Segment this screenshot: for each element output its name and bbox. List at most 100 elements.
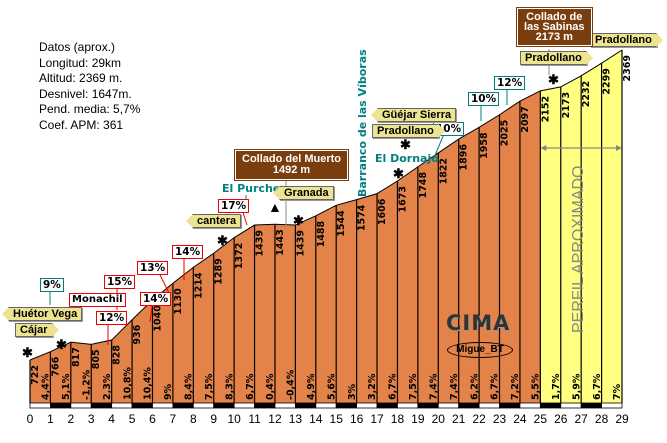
max-gradient-label: 13% — [137, 261, 169, 275]
viewpoint-icon: ✱ — [293, 213, 304, 228]
profile-segment — [50, 342, 71, 403]
x-tick-label: 2 — [67, 412, 74, 426]
x-tick-label: 28 — [595, 412, 609, 426]
km-scale-segment — [213, 402, 235, 409]
gradient-label: 10,8% — [122, 367, 133, 400]
sign-cantera: cantera — [185, 214, 242, 228]
profile-segment — [132, 300, 153, 403]
viewpoint-icon: ✱ — [217, 233, 228, 248]
sign-pradollano: Pradollano — [372, 124, 445, 138]
x-tick-label: 7 — [170, 412, 177, 426]
max-gradient-label: 9% — [40, 278, 64, 292]
x-tick-label: 0 — [27, 412, 34, 426]
profile-segment — [274, 224, 296, 403]
x-tick-label: 1 — [47, 412, 54, 426]
gradient-label: 6,7% — [592, 373, 603, 400]
x-tick-label: 8 — [190, 412, 197, 426]
x-tick-label: 5 — [129, 412, 136, 426]
pass-name: Collado de — [526, 11, 583, 23]
gradient-label: 4,9% — [306, 373, 317, 400]
profile-segment — [397, 166, 418, 403]
place-el-purche: El Purche — [222, 182, 281, 195]
profile-segment — [70, 342, 92, 403]
elevation-label: 2152 — [540, 96, 551, 122]
x-tick-label: 12 — [268, 412, 282, 426]
profile-segment — [91, 340, 112, 403]
sign-huetor-vega: Huétor Vega — [1, 307, 83, 321]
km-scale-segment — [111, 402, 133, 409]
gradient-label: 6,2% — [469, 373, 480, 400]
elevation-label: 1958 — [479, 132, 490, 159]
km-scale-segment — [478, 402, 500, 409]
profile-segment — [254, 224, 275, 403]
arrow-head-icon — [540, 145, 547, 151]
gradient-label: 7,4% — [449, 373, 460, 400]
elevation-label: 1040 — [152, 305, 163, 332]
km-scale-segment — [560, 402, 582, 409]
elevation-label: 2025 — [500, 120, 511, 146]
profile-segment — [30, 351, 51, 403]
profile-segment — [213, 237, 235, 403]
sign-cajar: Cájar — [15, 323, 58, 337]
profile-segment — [295, 215, 316, 403]
km-scale-segment — [315, 402, 337, 409]
sign-guejar-sierra: Güéjar Sierra — [370, 108, 457, 122]
max-gradient-label: 10% — [468, 92, 500, 106]
x-tick-label: 22 — [472, 412, 486, 426]
profile-segment — [438, 139, 459, 403]
km-scale-segment — [192, 402, 215, 409]
gradient-label: 2,3% — [102, 373, 113, 400]
x-tick-label: 9 — [210, 412, 217, 426]
elevation-label: 1896 — [459, 144, 470, 171]
x-tick-label: 18 — [391, 412, 405, 426]
pointer-line — [432, 133, 445, 161]
km-scale-segment — [233, 402, 255, 409]
tree-icon: ▲ — [268, 199, 282, 215]
max-gradient-label: 15% — [104, 275, 136, 289]
pointer-line — [159, 274, 171, 296]
x-tick-label: 25 — [534, 412, 548, 426]
elevation-label: 2173 — [561, 92, 572, 118]
elevation-label: 1439 — [295, 230, 306, 256]
elevation-label: 1544 — [336, 210, 347, 237]
km-scale-segment — [458, 402, 480, 409]
x-tick-label: 17 — [370, 412, 384, 426]
pass-name: Collado del Muerto — [242, 153, 341, 165]
sign-pradollano: Pradollano — [520, 51, 593, 65]
cima-logo: CIMA — [446, 311, 511, 335]
profile-line — [29, 49, 623, 361]
elevation-label: 828 — [112, 345, 123, 365]
profile-segment — [336, 199, 357, 403]
approximate-profile-label: PERFIL APROXIMADO — [570, 165, 587, 333]
info-elevation-gain: Desnivel: 1647m. — [39, 86, 132, 101]
km-scale-segment — [274, 402, 296, 409]
elevation-label: 936 — [132, 324, 143, 344]
profile-segment — [111, 319, 133, 403]
x-tick-label: 27 — [574, 412, 588, 426]
x-tick-label: 4 — [108, 412, 115, 426]
gradient-label: 4,4% — [41, 373, 52, 400]
gradient-label: 0,4% — [265, 373, 276, 400]
km-scale-segment — [539, 402, 562, 409]
viewpoint-icon: ✱ — [400, 137, 411, 152]
profile-segment — [234, 225, 255, 403]
elevation-label: 2299 — [602, 68, 613, 94]
km-scale-segment — [254, 402, 276, 409]
km-scale-segment — [499, 402, 521, 409]
x-tick-label: 21 — [452, 412, 466, 426]
sign-granada: Granada — [273, 186, 334, 200]
max-gradient-label: 17% — [218, 199, 250, 213]
max-gradient-label: 14% — [140, 292, 172, 306]
km-scale-segment — [29, 402, 51, 409]
max-gradient-label: 12% — [96, 311, 128, 325]
pointer-line — [149, 305, 153, 323]
x-tick-label: 20 — [432, 412, 446, 426]
gradient-label: 7,2% — [510, 373, 521, 400]
max-gradient-label: 14% — [172, 245, 204, 259]
viewpoint-icon: ✱ — [548, 72, 559, 87]
elevation-label: 2232 — [581, 81, 592, 107]
km-scale-segment — [397, 402, 419, 409]
info-apm-coef: Coef. APM: 361 — [39, 117, 124, 132]
gradient-label: 7,5% — [204, 373, 215, 400]
km-scale-segment — [376, 402, 398, 409]
